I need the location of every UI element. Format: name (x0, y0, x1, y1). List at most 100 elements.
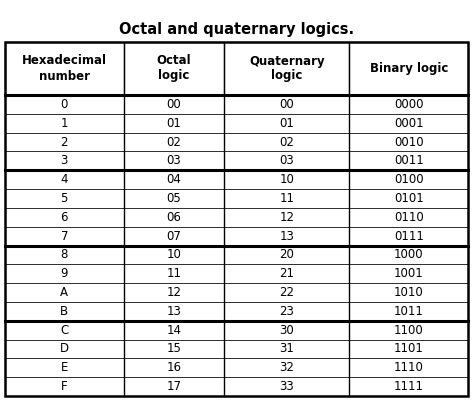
Text: 16: 16 (166, 361, 181, 374)
Bar (5, 264, 124, 283)
Bar (5, 114, 124, 133)
Text: 15: 15 (166, 342, 181, 355)
Text: 0: 0 (61, 98, 68, 111)
Text: 17: 17 (166, 380, 181, 393)
Text: 11: 11 (166, 267, 181, 280)
Text: Quaternary
logic: Quaternary logic (249, 55, 325, 83)
Text: 1101: 1101 (394, 342, 424, 355)
Bar (124, 227, 224, 245)
Bar (224, 340, 349, 358)
Text: 0000: 0000 (394, 98, 423, 111)
Text: 7: 7 (61, 230, 68, 243)
Text: 3: 3 (61, 154, 68, 167)
Text: 8: 8 (61, 248, 68, 261)
Bar (124, 321, 224, 340)
Bar (5, 95, 124, 114)
Text: 02: 02 (166, 136, 181, 148)
Bar (224, 358, 349, 377)
Bar (5, 42, 124, 95)
Bar (224, 264, 349, 283)
Bar (5, 245, 124, 264)
Text: Octal
logic: Octal logic (156, 55, 191, 83)
Text: C: C (60, 324, 68, 337)
Bar (5, 189, 124, 208)
Text: A: A (60, 286, 68, 299)
Bar (5, 152, 124, 170)
Text: 02: 02 (279, 136, 294, 148)
Text: 01: 01 (166, 117, 181, 130)
Text: 20: 20 (279, 248, 294, 261)
Text: 1111: 1111 (394, 380, 424, 393)
Bar (5, 302, 124, 321)
Text: 00: 00 (166, 98, 181, 111)
Bar (224, 283, 349, 302)
Text: 05: 05 (166, 192, 181, 205)
Text: 03: 03 (279, 154, 294, 167)
Bar (349, 264, 468, 283)
Text: 4: 4 (61, 173, 68, 186)
Text: 32: 32 (279, 361, 294, 374)
Text: 0100: 0100 (394, 173, 424, 186)
Bar (349, 133, 468, 152)
Bar (124, 340, 224, 358)
Bar (124, 114, 224, 133)
Text: 03: 03 (166, 154, 181, 167)
Bar (124, 283, 224, 302)
Bar (224, 189, 349, 208)
Bar (5, 170, 124, 189)
Text: 0101: 0101 (394, 192, 424, 205)
Bar (224, 42, 349, 95)
Text: 06: 06 (166, 211, 181, 224)
Bar (224, 302, 349, 321)
Text: 1: 1 (61, 117, 68, 130)
Text: 13: 13 (166, 305, 181, 318)
Bar (349, 377, 468, 396)
Bar (349, 227, 468, 245)
Bar (124, 302, 224, 321)
Bar (124, 42, 224, 95)
Bar (5, 340, 124, 358)
Text: F: F (61, 380, 68, 393)
Text: 12: 12 (279, 211, 294, 224)
Text: 1110: 1110 (394, 361, 424, 374)
Bar (5, 42, 468, 396)
Bar (224, 321, 349, 340)
Bar (5, 377, 124, 396)
Bar (349, 189, 468, 208)
Bar (224, 114, 349, 133)
Bar (349, 152, 468, 170)
Bar (5, 227, 124, 245)
Text: 2: 2 (61, 136, 68, 148)
Bar (124, 377, 224, 396)
Text: 6: 6 (61, 211, 68, 224)
Text: 00: 00 (279, 98, 294, 111)
Text: 21: 21 (279, 267, 294, 280)
Bar (124, 133, 224, 152)
Bar (124, 208, 224, 227)
Text: 30: 30 (279, 324, 294, 337)
Text: 9: 9 (61, 267, 68, 280)
Text: 23: 23 (279, 305, 294, 318)
Bar (349, 302, 468, 321)
Bar (349, 114, 468, 133)
Text: 0110: 0110 (394, 211, 424, 224)
Bar (124, 189, 224, 208)
Text: 0001: 0001 (394, 117, 424, 130)
Bar (124, 170, 224, 189)
Text: 22: 22 (279, 286, 294, 299)
Text: 33: 33 (279, 380, 294, 393)
Text: 31: 31 (279, 342, 294, 355)
Bar (5, 42, 468, 95)
Bar (349, 283, 468, 302)
Text: 14: 14 (166, 324, 181, 337)
Bar (124, 152, 224, 170)
Text: 07: 07 (166, 230, 181, 243)
Bar (349, 170, 468, 189)
Text: 10: 10 (166, 248, 181, 261)
Bar (224, 245, 349, 264)
Text: 11: 11 (279, 192, 294, 205)
Text: 1010: 1010 (394, 286, 424, 299)
Bar (5, 283, 124, 302)
Bar (5, 321, 124, 340)
Bar (124, 245, 224, 264)
